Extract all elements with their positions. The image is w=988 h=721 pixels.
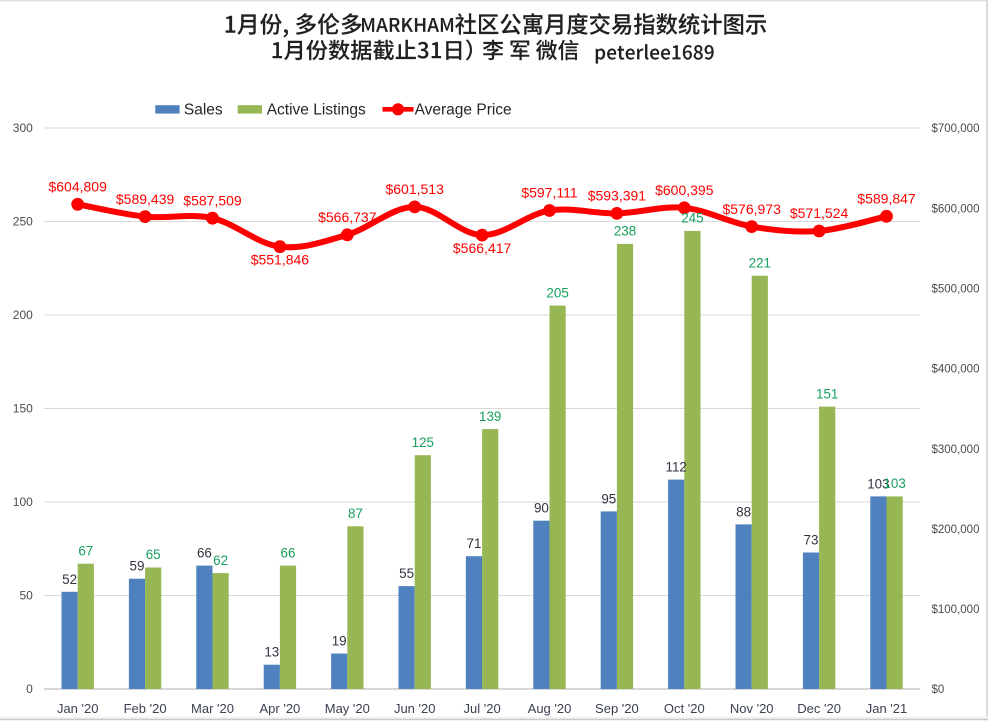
svg-text:73: 73	[804, 533, 819, 548]
svg-text:88: 88	[736, 504, 751, 519]
svg-text:Aug '20: Aug '20	[528, 701, 572, 716]
svg-text:Mar '20: Mar '20	[191, 701, 234, 716]
svg-text:250: 250	[13, 215, 33, 229]
svg-text:Dec '20: Dec '20	[797, 701, 841, 716]
svg-text:151: 151	[816, 386, 838, 401]
svg-text:Sales: Sales	[184, 101, 223, 118]
svg-text:205: 205	[546, 285, 568, 300]
svg-text:87: 87	[348, 506, 363, 521]
svg-text:$566,737: $566,737	[318, 209, 377, 225]
svg-text:$600,000: $600,000	[932, 203, 980, 215]
svg-text:13: 13	[264, 645, 279, 660]
svg-text:Apr '20: Apr '20	[260, 701, 301, 716]
svg-text:112: 112	[666, 460, 687, 475]
svg-text:Jun '20: Jun '20	[394, 701, 436, 716]
svg-text:Jan '20: Jan '20	[57, 701, 99, 716]
svg-text:66: 66	[281, 545, 296, 560]
svg-text:$100,000: $100,000	[932, 604, 980, 616]
svg-text:Nov '20: Nov '20	[730, 701, 774, 716]
svg-text:Jul '20: Jul '20	[464, 701, 501, 716]
svg-text:200: 200	[13, 308, 33, 322]
svg-text:55: 55	[399, 566, 414, 581]
svg-text:245: 245	[681, 211, 703, 226]
svg-text:125: 125	[412, 435, 434, 450]
svg-text:65: 65	[146, 547, 161, 562]
svg-text:62: 62	[213, 553, 228, 568]
svg-text:$571,524: $571,524	[790, 205, 849, 221]
svg-text:$589,847: $589,847	[857, 191, 916, 207]
svg-text:19: 19	[332, 634, 347, 649]
svg-text:221: 221	[749, 256, 771, 271]
svg-text:$597,111: $597,111	[521, 185, 578, 201]
svg-text:59: 59	[130, 559, 145, 574]
svg-text:$200,000: $200,000	[932, 524, 980, 536]
svg-text:0: 0	[26, 682, 33, 696]
svg-text:$601,513: $601,513	[385, 181, 444, 197]
svg-text:$300,000: $300,000	[932, 444, 980, 456]
svg-text:$604,809: $604,809	[48, 179, 107, 195]
svg-text:Jan '21: Jan '21	[866, 701, 908, 716]
svg-text:$589,439: $589,439	[116, 191, 175, 207]
svg-text:$600,395: $600,395	[655, 182, 714, 198]
svg-text:50: 50	[19, 589, 33, 603]
svg-text:$593,391: $593,391	[588, 188, 647, 204]
svg-text:Oct '20: Oct '20	[664, 701, 705, 716]
svg-text:$700,000: $700,000	[932, 123, 980, 135]
svg-text:Feb '20: Feb '20	[124, 701, 167, 716]
svg-text:$500,000: $500,000	[932, 284, 980, 296]
svg-text:300: 300	[13, 121, 33, 135]
svg-text:66: 66	[197, 546, 212, 561]
svg-text:90: 90	[534, 501, 549, 516]
svg-text:52: 52	[62, 572, 77, 587]
svg-text:139: 139	[479, 409, 501, 424]
svg-text:95: 95	[601, 491, 616, 506]
svg-text:$587,509: $587,509	[183, 192, 242, 208]
svg-text:$0: $0	[932, 684, 945, 696]
svg-text:71: 71	[467, 536, 482, 551]
svg-text:$400,000: $400,000	[932, 364, 980, 376]
svg-text:67: 67	[78, 544, 93, 559]
svg-text:$551,846: $551,846	[251, 252, 310, 268]
svg-text:103: 103	[883, 476, 905, 491]
svg-text:$576,973: $576,973	[722, 201, 781, 217]
svg-text:238: 238	[614, 224, 636, 239]
svg-text:Active Listings: Active Listings	[267, 101, 366, 118]
svg-text:Average Price: Average Price	[415, 101, 512, 118]
svg-text:Sep '20: Sep '20	[595, 701, 639, 716]
svg-text:100: 100	[13, 495, 33, 509]
svg-text:May '20: May '20	[325, 701, 370, 716]
svg-text:103: 103	[867, 476, 889, 491]
svg-text:150: 150	[13, 402, 33, 416]
svg-text:$566,417: $566,417	[453, 240, 512, 256]
